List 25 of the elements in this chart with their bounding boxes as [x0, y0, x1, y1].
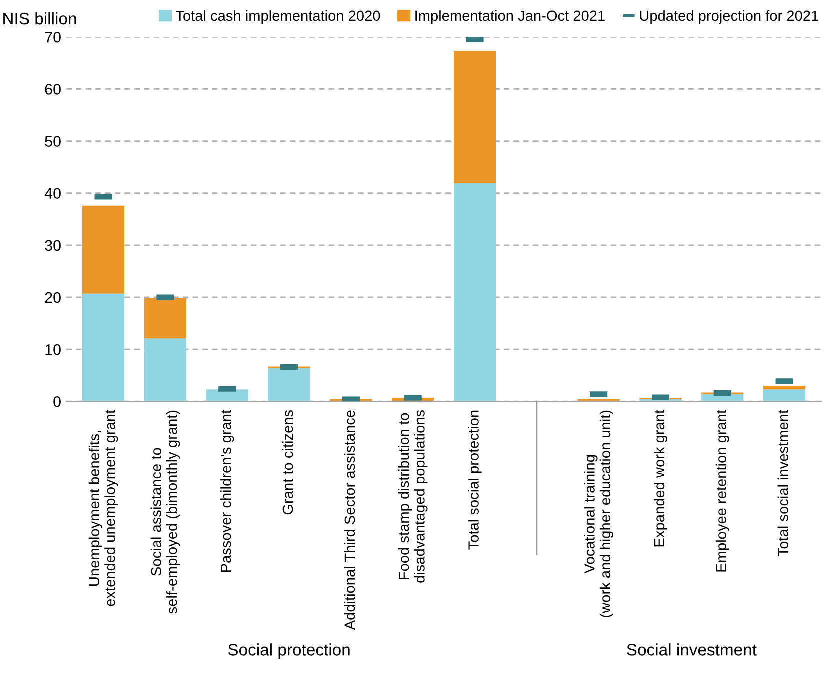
- x-tick-label: Expanded work grant: [654, 410, 668, 547]
- y-tick-label: 40: [44, 188, 61, 200]
- y-axis-title: NIS billion: [4, 12, 76, 25]
- x-tick-label: Grant to citizens: [282, 410, 294, 515]
- x-tick-label: Employee retention grant: [716, 410, 730, 572]
- text: Social protection: [228, 644, 350, 660]
- legend-label: Total cash implementation 2020: [176, 10, 380, 24]
- y-tick-label: 50: [45, 136, 61, 147]
- legend-label: Implementation Jan-Oct 2021: [416, 10, 605, 24]
- y-tick-label: 10: [46, 344, 61, 356]
- text: Social investment: [627, 644, 757, 656]
- x-tick-label: Vocational training (work and higher education unit): [584, 410, 614, 618]
- x-tick-label: Social assistance to self-employed (bimonthly grant): [150, 410, 180, 614]
- y-tick-label: 0: [54, 396, 61, 408]
- y-tick-label: 60: [45, 84, 61, 95]
- x-tick-label: Food stamp distribution to disadvantaged populations: [398, 410, 428, 583]
- x-tick-label: Passover children's grant: [220, 410, 234, 572]
- legend-label: Updated projection for 2021: [640, 10, 818, 24]
- y-tick-label: 20: [45, 292, 61, 304]
- x-tick-label: Total social protection: [468, 410, 482, 550]
- y-tick-label: 70: [45, 32, 61, 43]
- x-tick-label: Additional Third Sector assistance: [344, 410, 356, 630]
- y-tick-label: 30: [45, 240, 61, 252]
- x-tick-label: Unemployment benefits, extended unemployment grant: [88, 410, 118, 606]
- x-tick-label: Total social investment: [778, 410, 788, 556]
